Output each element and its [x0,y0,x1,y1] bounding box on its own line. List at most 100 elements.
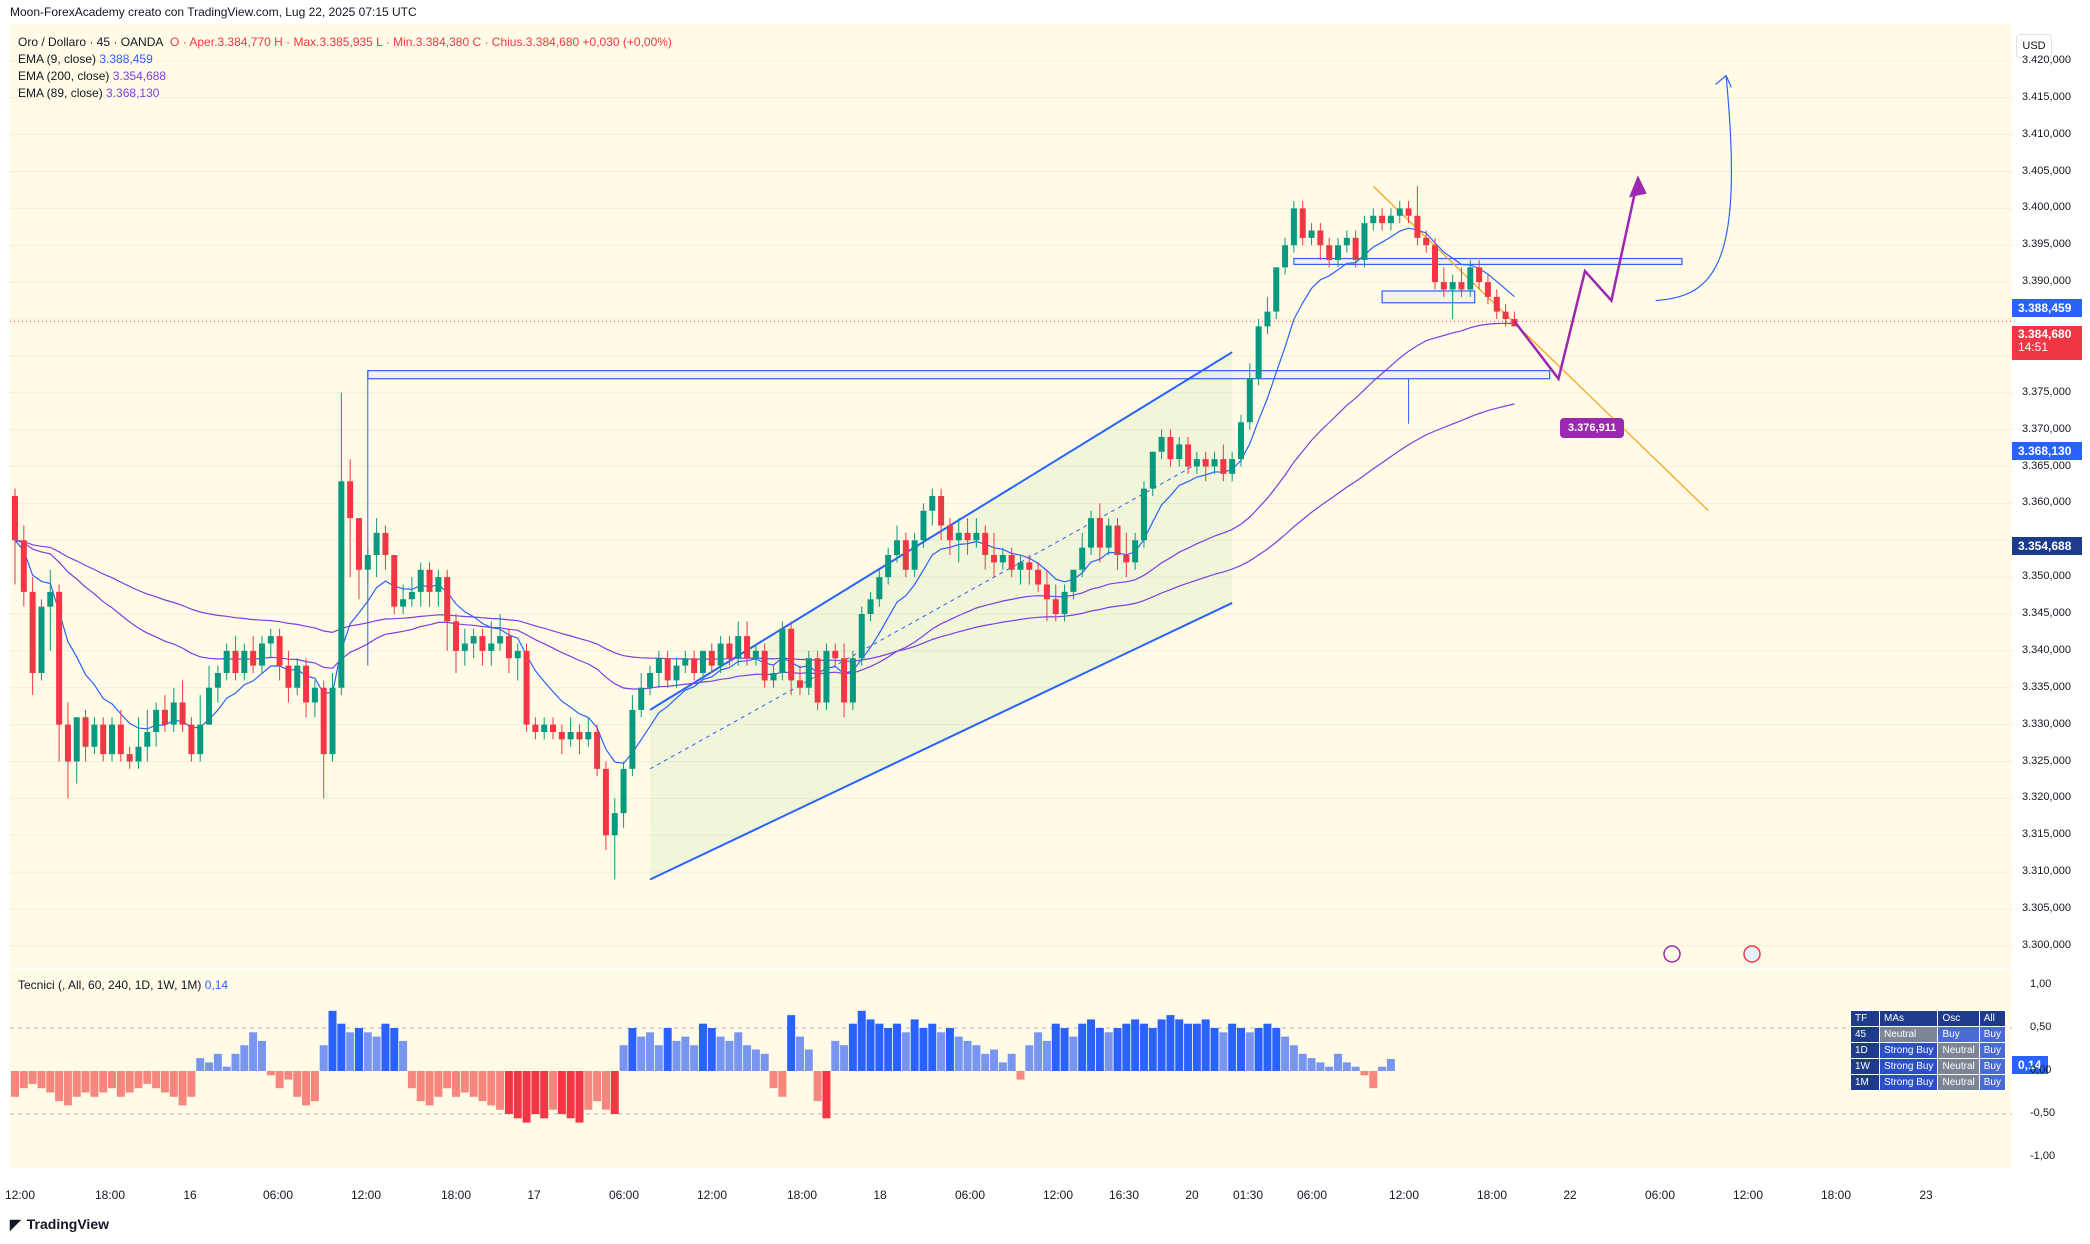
oscillator-title[interactable]: Tecnici (, All, 60, 240, 1D, 1W, 1M) [18,978,202,992]
candle-body [876,577,883,600]
candle-body [585,732,592,740]
oscillator-bar [813,1071,822,1102]
candle-body [920,510,927,541]
candle-body [1467,267,1474,290]
candle [788,621,795,696]
oscillator-bar [460,1071,469,1093]
header-title: Moon-ForexAcademy creato con TradingView… [10,5,417,19]
candle-body [20,540,27,592]
candle [250,636,257,673]
oscillator-chart[interactable] [10,970,2012,1168]
candle [523,643,530,732]
tradingview-brand[interactable]: ◤ TradingView [10,1216,109,1233]
price-tick-label: 3.370,000 [2022,422,2071,435]
time-tick-label: 06:00 [1296,1188,1328,1202]
candle [982,525,989,570]
candle-body [109,724,116,755]
technicals-row: 45 Neutral Buy Buy [1850,1026,2006,1043]
oscillator-bar [390,1028,399,1071]
oscillator-tick-label: -0,50 [2030,1107,2056,1119]
candle-body [1017,562,1024,570]
price-tick-label: 3.375,000 [2022,385,2071,398]
candle [1246,363,1253,430]
price-tick-label: 3.340,000 [2022,643,2071,656]
oscillator-bar [1272,1028,1281,1071]
level-callout[interactable]: 3.376,911 [1560,418,1625,438]
candle-body [408,591,415,600]
legend-ema89-value: 3.368,130 [106,86,160,100]
time-tick-label: 06:00 [954,1188,986,1202]
candle [1070,569,1077,600]
price-tick-label: 3.390,000 [2022,275,2071,288]
candle [276,628,283,681]
candle [1079,532,1086,578]
time-tick-label: 12:00 [350,1188,382,1202]
oscillator-pane[interactable]: Tecnici (, All, 60, 240, 1D, 1W, 1M) 0,1… [10,970,2012,1168]
candle [735,621,742,666]
oscillator-bar [310,1071,319,1102]
price-axis[interactable] [2012,24,2090,1168]
oscillator-bar [205,1062,214,1071]
price-chart[interactable] [10,24,2012,968]
oscillator-bar [1104,1032,1113,1071]
candle-body [64,724,71,762]
candle-body [1476,267,1483,283]
candle [73,717,80,784]
candle-body [1299,208,1306,238]
legend-ema89[interactable]: EMA (89, close) [18,86,103,100]
oscillator-bar [716,1036,725,1071]
candle-body [717,643,724,666]
candle-body [100,724,107,755]
candle [29,577,36,696]
candle-body [161,709,168,725]
legend-ema9[interactable]: EMA (9, close) [18,52,97,66]
candle-body [214,673,221,688]
oscillator-bar [72,1071,81,1097]
oscillator-bar [1307,1058,1316,1071]
oscillator-bar [628,1028,637,1071]
currency-button[interactable]: USD [2016,34,2052,58]
candle-body [1220,459,1227,474]
candle [532,717,539,740]
candle [497,614,504,651]
candle-body [1070,569,1077,592]
candle [153,702,160,747]
oscillator-bar [663,1028,672,1071]
price-pane[interactable]: Oro / Dollaro · 45 · OANDA O · Aper.3.38… [10,24,2012,968]
candle [885,547,892,585]
time-axis[interactable] [0,1168,2090,1214]
candle [135,717,142,769]
candle-body [311,687,318,703]
oscillator-bar [372,1036,381,1071]
candle [426,562,433,607]
oscillator-bar [707,1028,716,1071]
candle [541,717,548,740]
candle [91,717,98,755]
candle-body [752,650,759,659]
oscillator-bar [266,1071,275,1076]
candle [241,643,248,681]
oscillator-bar [840,1045,849,1071]
candle-body [1079,547,1086,570]
candle-body [1255,326,1262,378]
candle-body [364,555,371,570]
oscillator-bar [804,1049,813,1071]
oscillator-bar [1228,1023,1237,1071]
candle [876,569,883,607]
oscillator-bar [769,1071,778,1089]
oscillator-bar [654,1045,663,1071]
oscillator-bar [972,1045,981,1071]
candle-body [1449,282,1456,290]
time-tick-label: 12:00 [4,1188,36,1202]
legend-symbol[interactable]: Oro / Dollaro · 45 · OANDA [18,35,164,49]
price-tick-label: 3.320,000 [2022,791,2071,804]
oscillator-bar [293,1071,302,1097]
curved-arrow [1655,75,1733,302]
channel-lower-line [649,602,1233,881]
candle-body [1123,555,1130,563]
price-tick-label: 3.420,000 [2022,53,2071,66]
candle [638,673,645,718]
candle [267,628,274,659]
legend-ema200[interactable]: EMA (200, close) [18,69,110,83]
oscillator-bar [257,1040,266,1071]
